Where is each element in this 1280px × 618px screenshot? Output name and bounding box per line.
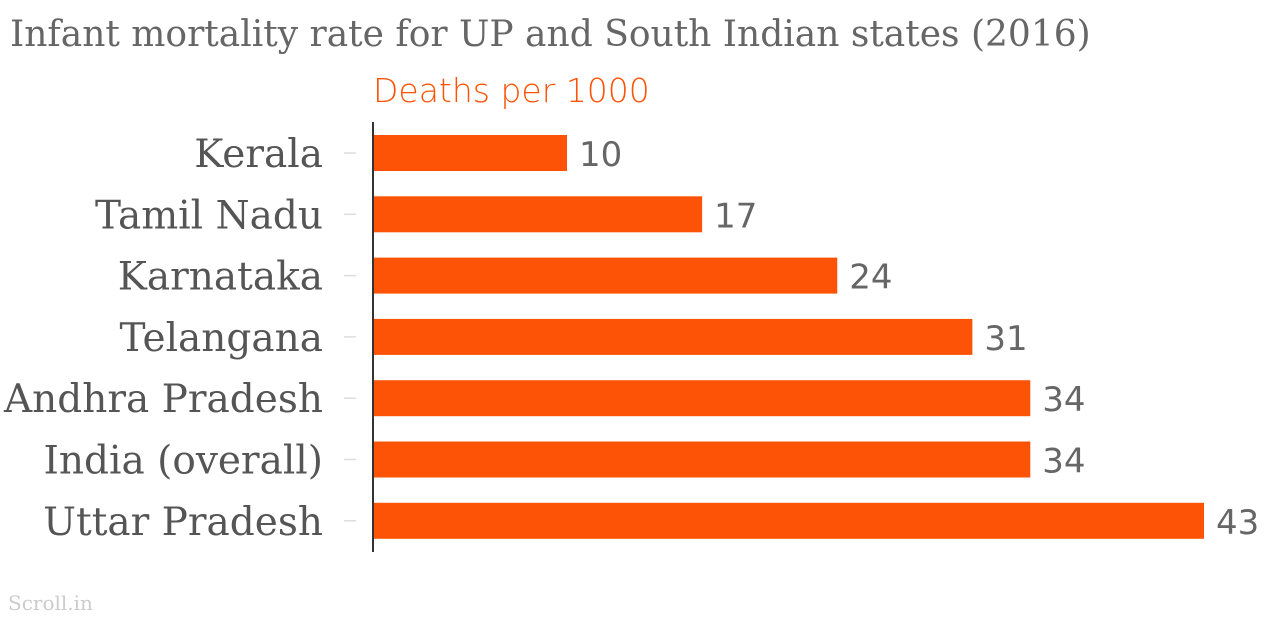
value-label-tamil-nadu: 17 bbox=[714, 196, 757, 236]
chart-subtitle: Deaths per 1000 bbox=[373, 71, 650, 110]
bar-uttar-pradesh bbox=[374, 502, 1204, 539]
category-label-uttar-pradesh: Uttar Pradesh bbox=[43, 500, 323, 545]
value-label-telangana: 31 bbox=[984, 319, 1027, 359]
category-label-kerala: Kerala bbox=[194, 132, 323, 177]
bar-andhra-pradesh bbox=[374, 380, 1031, 417]
category-label-india-overall: India (overall) bbox=[44, 439, 323, 484]
value-label-india-overall: 34 bbox=[1042, 442, 1085, 482]
category-label-andhra-pradesh: Andhra Pradesh bbox=[3, 377, 323, 422]
value-label-kerala: 10 bbox=[579, 135, 622, 175]
bar-india-overall bbox=[374, 441, 1031, 478]
bar-kerala bbox=[374, 135, 568, 171]
chart-title: Infant mortality rate for UP and South I… bbox=[10, 14, 1091, 55]
value-label-andhra-pradesh: 34 bbox=[1042, 380, 1085, 420]
source-label: Scroll.in bbox=[8, 591, 93, 615]
value-label-uttar-pradesh: 43 bbox=[1216, 503, 1259, 543]
bar-telangana bbox=[374, 318, 973, 355]
bar-karnataka bbox=[374, 257, 838, 294]
bars-group: Kerala 10 Tamil Nadu 17 Karnataka 24 Telangana… bbox=[3, 132, 1259, 545]
category-label-karnataka: Karnataka bbox=[118, 255, 323, 300]
category-label-telangana: Telangana bbox=[120, 316, 324, 361]
category-label-tamil-nadu: Tamil Nadu bbox=[95, 193, 323, 238]
value-label-karnataka: 24 bbox=[849, 258, 892, 298]
bar-tamil-nadu bbox=[374, 196, 703, 233]
